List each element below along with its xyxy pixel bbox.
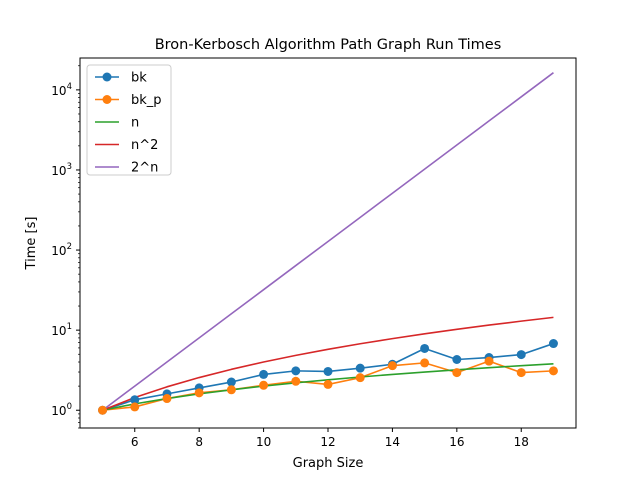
data-point-bk: [291, 366, 301, 376]
x-tick-label: 10: [256, 435, 271, 449]
y-axis-label: Time [s]: [24, 217, 39, 271]
data-point-bk: [323, 366, 333, 376]
y-tick-exponent: 1: [67, 322, 72, 332]
data-point-bk: [226, 377, 236, 387]
x-tick-label: 8: [195, 435, 203, 449]
data-point-bk-p: [420, 358, 430, 368]
data-point-bk-p: [259, 380, 269, 390]
data-point-bk-p: [355, 373, 365, 383]
y-tick-exponent: 0: [67, 402, 72, 412]
data-point-bk-p: [452, 368, 462, 378]
x-tick-label: 18: [514, 435, 529, 449]
legend-marker: [102, 95, 112, 104]
data-point-bk-p: [548, 366, 558, 376]
x-tick-label: 12: [320, 435, 335, 449]
data-point-bk-p: [387, 361, 397, 371]
data-point-bk: [355, 363, 365, 373]
data-point-bk-p: [484, 356, 494, 366]
legend-box: [86, 64, 172, 176]
series-line-2-n: [102, 72, 554, 411]
legend-label: n: [131, 116, 139, 131]
legend: bk bk_pn n^2 2^n: [86, 64, 172, 176]
x-axis-label: Graph Size: [293, 456, 364, 471]
y-tick-label: 100: [51, 402, 72, 418]
legend-label: bk_p: [131, 93, 162, 108]
x-tick-label: 6: [131, 435, 139, 449]
y-tick-exponent: 2: [67, 242, 72, 252]
data-point-bk-p: [194, 388, 204, 398]
data-point-bk-p: [98, 405, 108, 415]
data-point-bk: [548, 339, 558, 349]
legend-label: 2^n: [131, 161, 158, 176]
x-tick-label: 14: [385, 435, 400, 449]
y-tick-base: 10: [51, 324, 66, 338]
legend-label: bk: [131, 71, 147, 86]
legend-marker: [102, 72, 112, 82]
data-point-bk-p: [516, 368, 526, 378]
legend-label: n^2: [131, 138, 158, 153]
x-tick-label: 16: [449, 435, 464, 449]
data-point-bk-p: [130, 402, 140, 412]
y-tick-label: 104: [51, 82, 72, 98]
y-tick-base: 10: [51, 164, 66, 178]
y-tick-label: 102: [51, 242, 72, 258]
y-tick-label: 103: [51, 162, 72, 178]
data-point-bk-p: [291, 376, 301, 386]
data-point-bk: [130, 395, 140, 405]
data-point-bk: [452, 354, 462, 364]
data-point-bk: [420, 343, 430, 353]
data-point-bk-p: [226, 385, 236, 395]
data-point-bk-p: [323, 379, 333, 389]
series-line-n: [102, 363, 554, 412]
data-point-bk: [259, 369, 269, 379]
plot-area: [98, 72, 558, 415]
data-point-bk-p: [162, 394, 172, 404]
y-tick-base: 10: [51, 84, 66, 98]
y-tick-base: 10: [51, 244, 66, 258]
data-point-bk: [516, 350, 526, 360]
y-tick-base: 10: [51, 404, 66, 418]
y-tick-exponent: 3: [67, 162, 72, 172]
y-tick-label: 101: [51, 322, 72, 338]
x-axis: 6 8 10 12 14 16 18: [131, 428, 529, 449]
chart-title: Bron-Kerbosch Algorithm Path Graph Run T…: [155, 37, 502, 53]
series-line-n-2: [102, 316, 554, 411]
y-tick-exponent: 4: [67, 82, 72, 92]
